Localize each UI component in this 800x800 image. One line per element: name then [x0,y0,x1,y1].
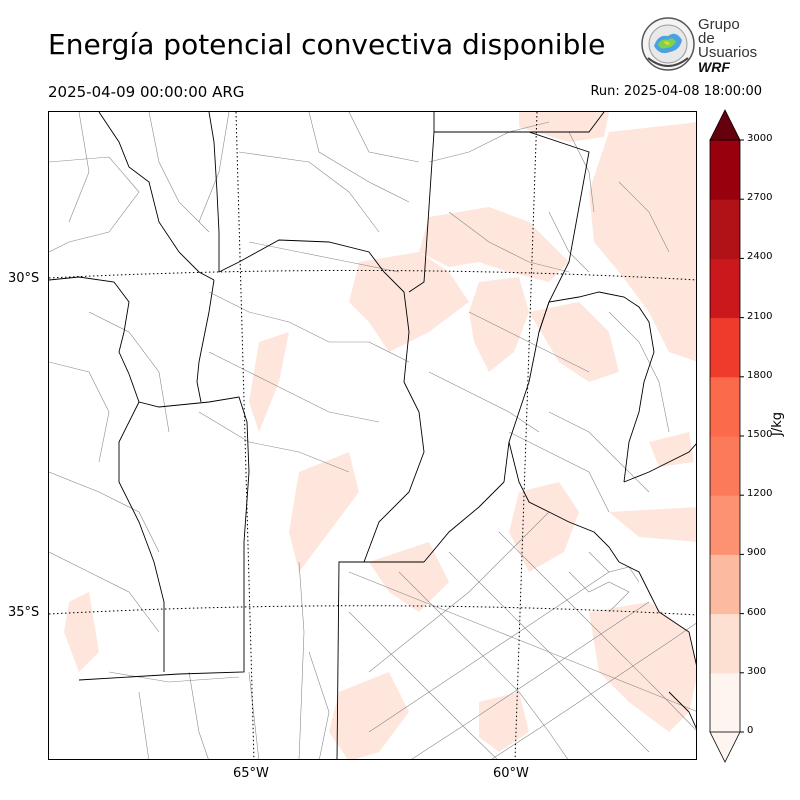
cape-shading [64,112,696,759]
colorbar-over-triangle [709,109,741,141]
colorbar-segment [710,258,740,319]
admin-boundaries [49,112,696,759]
lon-label-60w: 60°W [493,766,529,781]
province-boundaries [49,112,696,759]
colorbar [709,109,744,763]
map-canvas [49,112,696,759]
colorbar-segment [710,140,740,200]
valid-time: 2025-04-09 00:00:00 ARG [48,83,245,101]
colorbar-segment [710,672,740,733]
lat-label-35s: 35°S [8,605,40,620]
colorbar-tick-label: 2700 [747,192,773,204]
colorbar-segment [710,317,740,378]
colorbar-under-triangle [709,731,741,763]
logo-text: Grupo de Usuarios WRF [698,16,760,75]
colorbar-tick-label: 2100 [747,310,773,322]
colorbar-segment [710,376,740,437]
colorbar-tick-label: 2400 [747,251,773,263]
colorbar-tick-label: 600 [747,606,767,618]
logo-line1: Grupo de [698,16,740,47]
lat-label-30s: 30°S [8,271,40,286]
colorbar-tick-label: 1800 [747,369,773,381]
colorbar-segment [710,495,740,555]
colorbar-segment [710,199,740,259]
map-title: Energía potencial convectiva disponible [48,28,606,61]
colorbar-tick-label: 1200 [747,488,773,500]
colorbar-segment [710,613,740,674]
logo-line2: Usuarios [698,44,758,61]
colorbar-tick-label: 1500 [747,429,773,440]
logo-line3: WRF [698,59,730,75]
wrf-logo: Grupo de Usuarios WRF [640,16,760,76]
globe-icon [641,17,695,71]
run-time: Run: 2025-04-08 18:00:00 [590,84,762,99]
graticule [49,112,696,759]
colorbar-unit: J/kg [770,412,785,436]
colorbar-tick-label: 300 [747,665,767,677]
colorbar-tick-label: 3000 [747,133,773,144]
colorbar-tick-label: 0 [747,725,754,736]
colorbar-segment [710,436,740,496]
lon-label-65w: 65°W [233,766,269,781]
colorbar-segment [710,554,740,615]
map-panel[interactable] [48,111,697,760]
colorbar-tick-label: 900 [747,547,767,559]
